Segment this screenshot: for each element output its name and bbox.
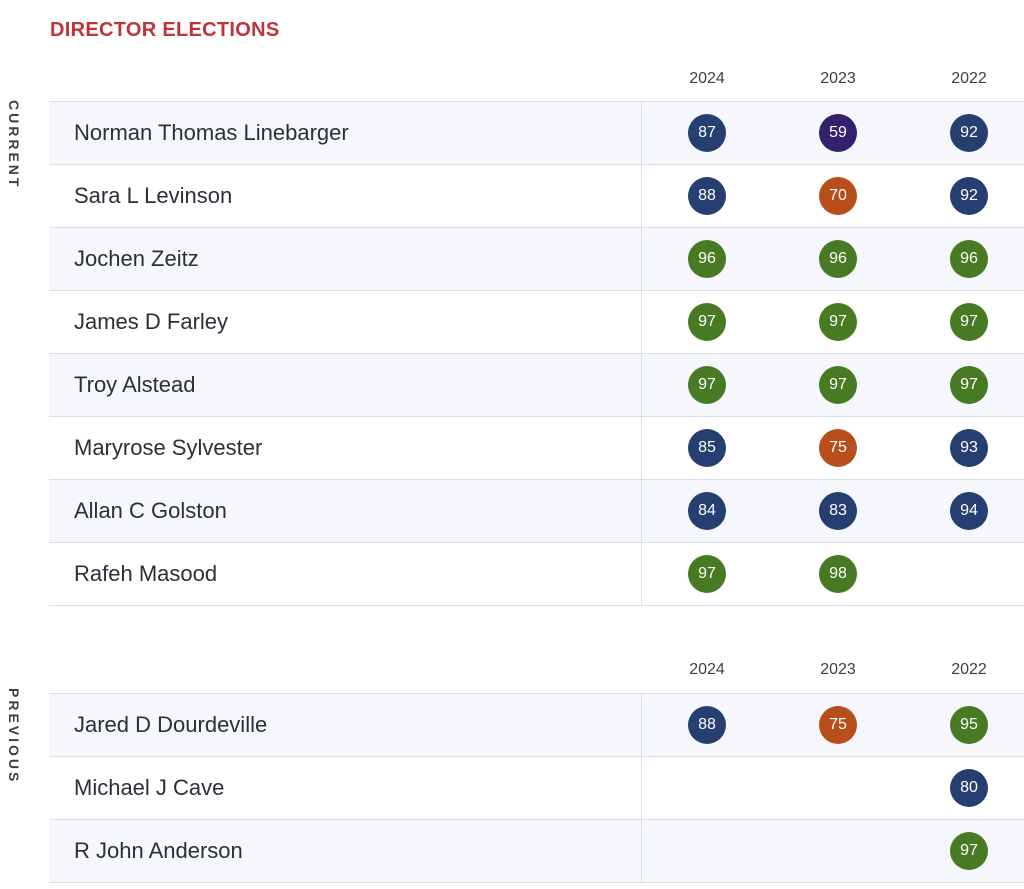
score-badge-2022: 97: [950, 832, 988, 870]
score-badge-2024: 97: [688, 303, 726, 341]
column-divider: [641, 102, 642, 164]
column-divider: [641, 543, 642, 605]
score-badge-2024: 97: [688, 366, 726, 404]
score-badge-2022: 80: [950, 769, 988, 807]
score-badge-2023: 59: [819, 114, 857, 152]
director-name: Rafeh Masood: [74, 561, 218, 586]
column-divider: [641, 480, 642, 542]
score-badge-2023: 97: [819, 303, 857, 341]
score-badge-2023: 96: [819, 240, 857, 278]
column-divider: [641, 820, 642, 882]
score-badge-2023: 97: [819, 366, 857, 404]
director-table-current: Norman Thomas Linebarger 87 59 92 Sara L Lev…: [49, 101, 1024, 606]
score-badge-2024: 87: [688, 114, 726, 152]
table-row: Allan C Golston 84 83 94: [49, 480, 1024, 543]
table-row: Maryrose Sylvester 85 75 93: [49, 417, 1024, 480]
year-header-2022: 2022: [951, 70, 987, 87]
year-header-2023: 2023: [820, 70, 856, 87]
score-badge-2022: 94: [950, 492, 988, 530]
section-label-current: CURRENT: [6, 100, 22, 190]
table-row: Rafeh Masood 97 98: [49, 543, 1024, 606]
year-header-2023: 2023: [820, 661, 856, 678]
table-row: Troy Alstead 97 97 97: [49, 354, 1024, 417]
director-name: Maryrose Sylvester: [74, 435, 263, 460]
score-badge-2024: 84: [688, 492, 726, 530]
score-badge-2024: 88: [688, 706, 726, 744]
table-row: Jared D Dourdeville 88 75 95: [49, 694, 1024, 757]
table-row: Norman Thomas Linebarger 87 59 92: [49, 102, 1024, 165]
director-name: Jared D Dourdeville: [74, 712, 268, 737]
section-label-previous: PREVIOUS: [6, 688, 22, 785]
score-badge-2022: 97: [950, 366, 988, 404]
director-name: James D Farley: [74, 309, 229, 334]
column-divider: [641, 291, 642, 353]
table-row: Michael J Cave 80: [49, 757, 1024, 820]
score-badge-2022: 92: [950, 177, 988, 215]
score-badge-2024: 97: [688, 555, 726, 593]
score-badge-2022: 92: [950, 114, 988, 152]
year-header-2024: 2024: [689, 70, 725, 87]
score-badge-2023: 75: [819, 429, 857, 467]
column-divider: [641, 694, 642, 756]
score-badge-2022: 95: [950, 706, 988, 744]
score-badge-2022: 97: [950, 303, 988, 341]
director-name: Jochen Zeitz: [74, 246, 199, 271]
score-badge-2023: 83: [819, 492, 857, 530]
table-row: Jochen Zeitz 96 96 96: [49, 228, 1024, 291]
table-row: Sara L Levinson 88 70 92: [49, 165, 1024, 228]
director-name: Sara L Levinson: [74, 183, 233, 208]
score-badge-2022: 93: [950, 429, 988, 467]
score-badge-2024: 85: [688, 429, 726, 467]
score-badge-2023: 70: [819, 177, 857, 215]
score-badge-2024: 88: [688, 177, 726, 215]
director-name: Norman Thomas Linebarger: [74, 120, 349, 145]
score-badge-2022: 96: [950, 240, 988, 278]
year-header-2024: 2024: [689, 661, 725, 678]
column-divider: [641, 228, 642, 290]
score-badge-2023: 75: [819, 706, 857, 744]
score-badge-2024: 96: [688, 240, 726, 278]
column-divider: [641, 165, 642, 227]
director-name: Allan C Golston: [74, 498, 227, 523]
table-row: R John Anderson 97: [49, 820, 1024, 883]
director-name: R John Anderson: [74, 838, 243, 863]
year-header-2022: 2022: [951, 661, 987, 678]
director-table-previous: Jared D Dourdeville 88 75 95 Michael J Cave 8…: [49, 693, 1024, 883]
page-title: DIRECTOR ELECTIONS: [50, 19, 280, 41]
column-divider: [641, 757, 642, 819]
score-badge-2023: 98: [819, 555, 857, 593]
director-name: Michael J Cave: [74, 775, 225, 800]
table-row: James D Farley 97 97 97: [49, 291, 1024, 354]
column-divider: [641, 354, 642, 416]
director-name: Troy Alstead: [74, 372, 196, 397]
column-divider: [641, 417, 642, 479]
